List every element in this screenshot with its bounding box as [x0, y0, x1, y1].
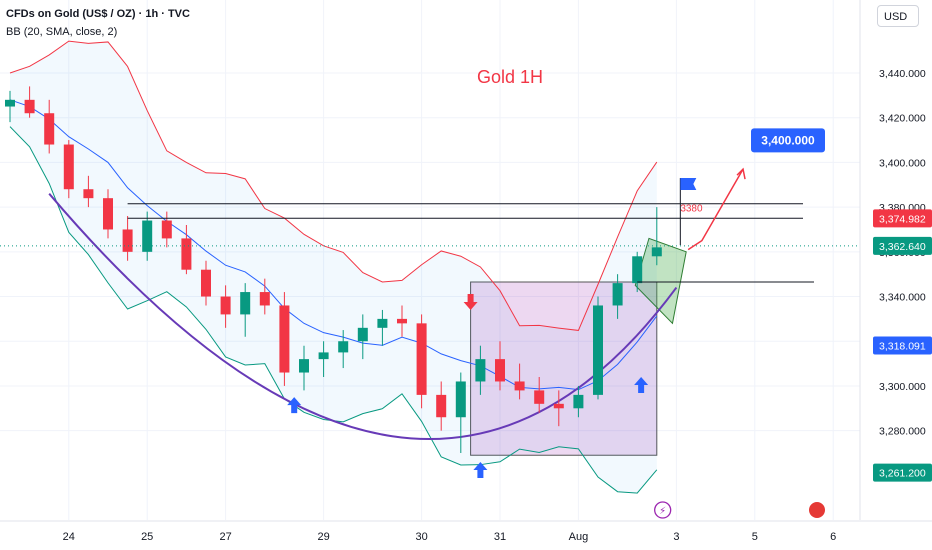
candle-body — [259, 292, 270, 306]
price-label: 3,318.091 — [879, 341, 926, 353]
candle-body — [416, 323, 427, 395]
candle-body — [220, 296, 231, 315]
x-tick-label: 24 — [63, 531, 75, 543]
price-label: 3,374.982 — [879, 213, 926, 225]
x-tick-label: 27 — [219, 531, 231, 543]
candle-body — [142, 220, 153, 252]
candle-body — [495, 359, 505, 382]
x-tick-label: 3 — [673, 531, 679, 543]
target-label-box — [751, 128, 825, 153]
candle-body — [24, 99, 35, 114]
candle-body — [83, 189, 94, 199]
candle-body — [651, 247, 662, 257]
candles — [5, 86, 662, 453]
projection-path — [687, 168, 744, 251]
candle-body — [612, 283, 623, 306]
buy-arrow — [287, 397, 302, 414]
price-label: 3,362.640 — [879, 241, 926, 253]
candle-body — [455, 381, 466, 418]
lightning-icon: ⚡ — [659, 506, 666, 517]
upper-band — [9, 40, 658, 331]
candle-body — [534, 390, 545, 404]
candle-body — [240, 292, 251, 315]
candle-body — [475, 359, 486, 382]
middle-band — [9, 99, 658, 391]
price-label-box — [873, 463, 932, 482]
sell-arrow — [463, 293, 478, 310]
candle-body — [573, 394, 584, 409]
y-tick-label: 3,340.000 — [879, 292, 926, 304]
level-label: 3380 — [680, 204, 703, 215]
grid — [0, 0, 860, 520]
y-tick-label: 3,420.000 — [879, 113, 926, 125]
event-icon — [654, 501, 672, 519]
bollinger-bands — [9, 40, 678, 494]
candle-body — [201, 269, 211, 297]
candle-body — [299, 359, 309, 373]
candle-body — [436, 394, 447, 418]
candle-body — [357, 327, 368, 342]
candle-body — [279, 305, 290, 373]
band-fill — [10, 41, 657, 494]
annotations: 3380 3,400.000 Gold 1H — [0, 67, 860, 478]
candle-body — [338, 341, 349, 353]
x-tick-label: 29 — [317, 531, 329, 543]
axis-panel — [860, 0, 932, 550]
buy-arrow — [473, 461, 488, 478]
x-axis: 24 25 27 29 30 31 Aug 3 5 6 ⚡ — [0, 501, 932, 543]
candle-body — [103, 198, 113, 230]
price-label-box — [873, 209, 932, 228]
buy-arrow — [634, 377, 649, 393]
y-tick-label: 3,280.000 — [879, 426, 926, 438]
us-flag-icon — [809, 502, 825, 518]
flag-icon — [680, 178, 697, 191]
target-label: 3,400.000 — [761, 133, 815, 147]
x-tick-label: 31 — [494, 531, 506, 543]
symbol-title: CFDs on Gold (US$ / OZ) · 1h · TVC — [6, 8, 190, 20]
currency-button[interactable]: USD — [877, 5, 919, 27]
price-label-box — [873, 336, 932, 355]
candle-body — [377, 318, 388, 328]
chart-title: Gold 1H — [477, 67, 543, 87]
y-tick-label: 3,400.000 — [879, 157, 926, 169]
x-tick-label: 25 — [141, 531, 153, 543]
candle-body — [514, 381, 525, 391]
x-tick-label: Aug — [569, 531, 589, 543]
candle-body — [44, 113, 55, 145]
candle-body — [5, 99, 15, 107]
candle-body — [181, 238, 192, 270]
candle-body — [553, 403, 564, 409]
x-tick-label: 5 — [752, 531, 758, 543]
candle-body — [318, 352, 329, 360]
projection-arrowhead — [736, 167, 746, 180]
y-tick-label: 3,300.000 — [879, 381, 926, 393]
x-tick-label: 6 — [830, 531, 836, 543]
price-label-box — [873, 236, 932, 255]
candle-body — [397, 318, 407, 324]
indicator-legend: BB (20, SMA, close, 2) — [6, 26, 118, 38]
candle-body — [122, 229, 133, 252]
candle-body — [632, 256, 643, 284]
y-axis: 3,440.0003,420.0003,400.0003,380.0003,36… — [859, 0, 932, 550]
candle-body — [63, 144, 74, 190]
breakout-channel — [634, 237, 687, 325]
candle-body — [593, 305, 603, 395]
price-label: 3,261.200 — [879, 468, 926, 480]
x-tick-label: 30 — [415, 531, 427, 543]
candle-body — [161, 220, 172, 239]
y-tick-label: 3,440.000 — [879, 68, 926, 80]
